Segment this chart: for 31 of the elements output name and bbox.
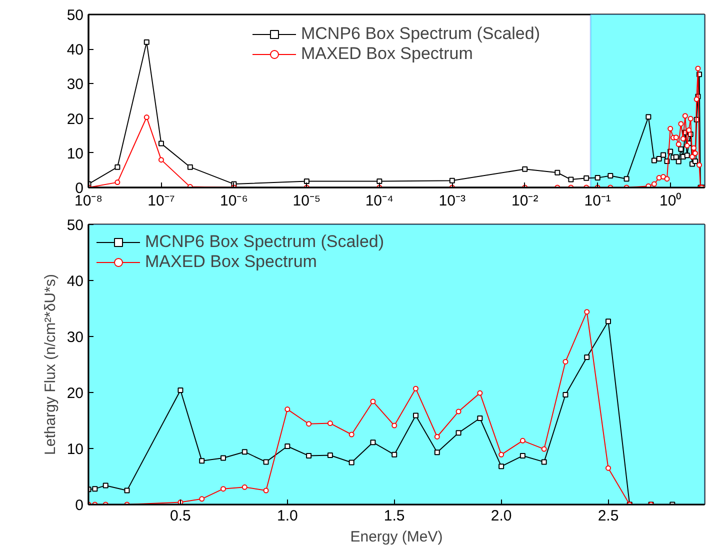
x-tick-label: 10⁻²: [512, 192, 538, 210]
x-axis-title: Energy (MeV): [350, 528, 443, 546]
x-tick-label: 10⁻⁸: [74, 192, 103, 210]
x-tick-label: 1.0: [276, 508, 298, 524]
legend-label: MAXED Box Spectrum: [300, 44, 473, 64]
x-tick-label: 10⁻⁶: [220, 192, 248, 210]
legend-label: MCNP6 Box Spectrum (Scaled): [300, 24, 540, 44]
y-tick-label: 50: [66, 217, 84, 234]
y-tick-label: 40: [66, 273, 84, 290]
x-tick-label: 10⁻¹: [584, 192, 611, 210]
x-tick-label: 0.5: [170, 508, 191, 524]
y-tick-label: 30: [66, 329, 84, 346]
y-tick-label: 20: [66, 385, 84, 402]
x-tick-label: 10⁰: [659, 192, 682, 210]
x-tick-label: 10⁻⁵: [292, 192, 321, 210]
x-tick-label: 2.0: [490, 508, 512, 524]
x-tick-label: 10⁻⁴: [365, 192, 394, 210]
legend-label: MCNP6 Box Spectrum (Scaled): [145, 232, 384, 252]
y-tick-label: 20: [66, 110, 84, 128]
x-tick-label: 1.5: [384, 508, 405, 524]
x-tick-label: 10⁻³: [438, 192, 466, 210]
y-tick-label: 10: [66, 441, 84, 458]
y-axis-title: Lethargy Flux (n/cm²*δU*s): [42, 274, 59, 455]
y-tick-label: 50: [66, 7, 84, 24]
y-tick-label: 30: [66, 76, 84, 94]
y-tick-label: 0: [75, 497, 84, 514]
y-tick-label: 40: [66, 42, 84, 59]
x-tick-label: 10⁻⁷: [148, 192, 175, 210]
y-tick-label: 10: [66, 145, 84, 162]
legend-label: MAXED Box Spectrum: [145, 252, 317, 272]
x-tick-label: 2.5: [598, 508, 619, 524]
